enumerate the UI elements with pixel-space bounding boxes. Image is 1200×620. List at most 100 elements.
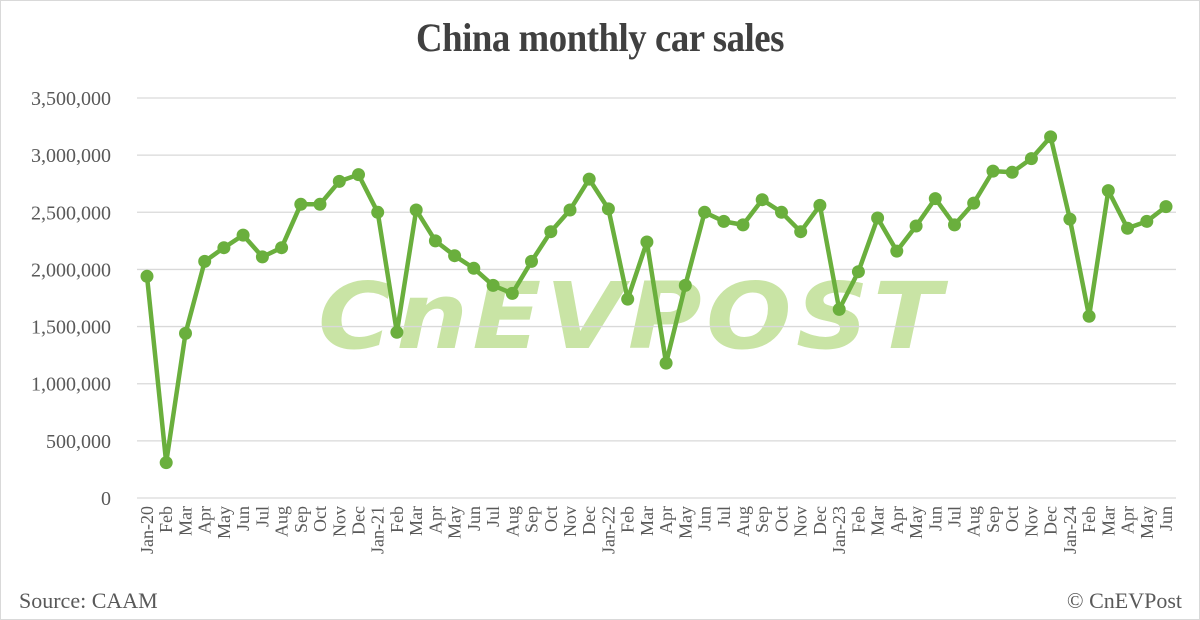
data-point [1121,221,1134,235]
data-point [659,356,673,370]
x-tick-label: Oct [541,506,561,532]
y-tick-label: 2,500,000 [31,202,111,224]
x-tick-label: Mar [868,506,888,536]
data-point [217,241,231,255]
x-tick-label: Nov [1021,506,1041,537]
data-point [986,164,1000,178]
data-point-markers [140,130,1173,470]
data-point [1082,309,1096,323]
data-point [775,205,788,219]
data-point [640,235,654,249]
data-point [909,219,923,233]
chart-title: China monthly car sales [415,15,785,60]
x-tick-label: Jan-23 [829,506,849,554]
data-point [563,203,577,217]
data-point [948,218,961,232]
data-point [525,254,538,268]
x-tick-label: Sep [291,506,311,533]
data-point [486,278,500,292]
x-tick-label: May [1137,506,1157,539]
data-point [832,302,846,316]
y-axis-labels: 0 500,000 1,000,000 1,500,000 2,000,000 2,500… [31,88,111,510]
gridlines [137,97,1176,499]
data-point [352,168,365,182]
x-tick-label: Jan-22 [598,506,618,554]
y-tick-label: 1,000,000 [31,374,111,396]
data-point [313,197,327,211]
x-tick-label: Dec [810,506,830,535]
data-point [1159,200,1173,214]
x-tick-label: Sep [522,506,542,533]
data-point [871,211,885,225]
data-point [179,326,192,340]
x-tick-label: Apr [887,506,907,534]
y-tick-label: 3,000,000 [31,145,111,167]
x-tick-label: Aug [502,506,522,537]
data-point [678,278,692,292]
x-tick-label: Mar [1098,506,1118,536]
x-tick-label: Apr [425,506,445,534]
x-tick-label: Jan-20 [137,506,157,554]
data-point [698,205,712,219]
x-tick-label: Sep [752,506,772,533]
x-tick-label: Jun [695,506,715,531]
x-tick-label: Feb [848,506,868,533]
x-tick-label: Jul [483,506,503,527]
data-point [467,261,481,275]
data-point [332,174,346,188]
x-tick-label: Feb [156,506,176,533]
data-point [1063,212,1077,226]
data-point [717,214,731,228]
data-point [1044,130,1058,144]
x-tick-label: Jun [925,506,945,531]
x-tick-label: Oct [771,506,791,532]
x-tick-label: Jul [714,506,734,527]
data-point [255,250,269,264]
data-point [755,193,769,207]
x-tick-label: Apr [656,506,676,534]
y-tick-label: 1,500,000 [31,317,111,339]
data-point [851,265,865,279]
data-point [544,225,558,239]
x-tick-label: Feb [1079,506,1099,533]
x-tick-label: Apr [195,506,215,534]
data-point [1140,214,1154,228]
data-point [448,249,462,263]
x-tick-label: May [675,506,695,539]
data-point [275,241,289,255]
data-point [813,198,827,212]
data-point [505,286,519,300]
x-tick-label: May [445,506,465,539]
data-point [1005,165,1019,179]
x-tick-label: Jun [233,506,253,531]
data-point [371,205,385,219]
x-tick-label: Dec [348,506,368,535]
x-tick-label: Aug [964,506,984,537]
x-tick-label: Nov [560,506,580,537]
data-point [928,192,942,206]
data-point [736,218,750,232]
x-tick-label: May [906,506,926,539]
x-tick-label: Nov [791,506,811,537]
data-point [236,228,250,242]
copyright-note: © CnEVPost [1066,588,1182,613]
data-point [582,172,596,186]
x-tick-label: May [214,506,234,539]
y-tick-label: 2,000,000 [31,259,111,281]
x-tick-label: Sep [983,506,1003,533]
y-tick-label: 500,000 [46,431,111,453]
x-tick-label: Jan-24 [1060,506,1080,554]
data-point [409,203,423,217]
x-tick-label: Mar [406,506,426,536]
x-tick-label: Jul [252,506,272,527]
x-tick-label: Aug [272,506,292,537]
data-point [1024,152,1038,166]
x-tick-label: Dec [579,506,599,535]
x-tick-label: Jul [945,506,965,527]
x-tick-label: Feb [387,506,407,533]
data-point [890,244,904,258]
x-tick-label: Jun [464,506,484,531]
x-tick-label: Nov [329,506,349,537]
